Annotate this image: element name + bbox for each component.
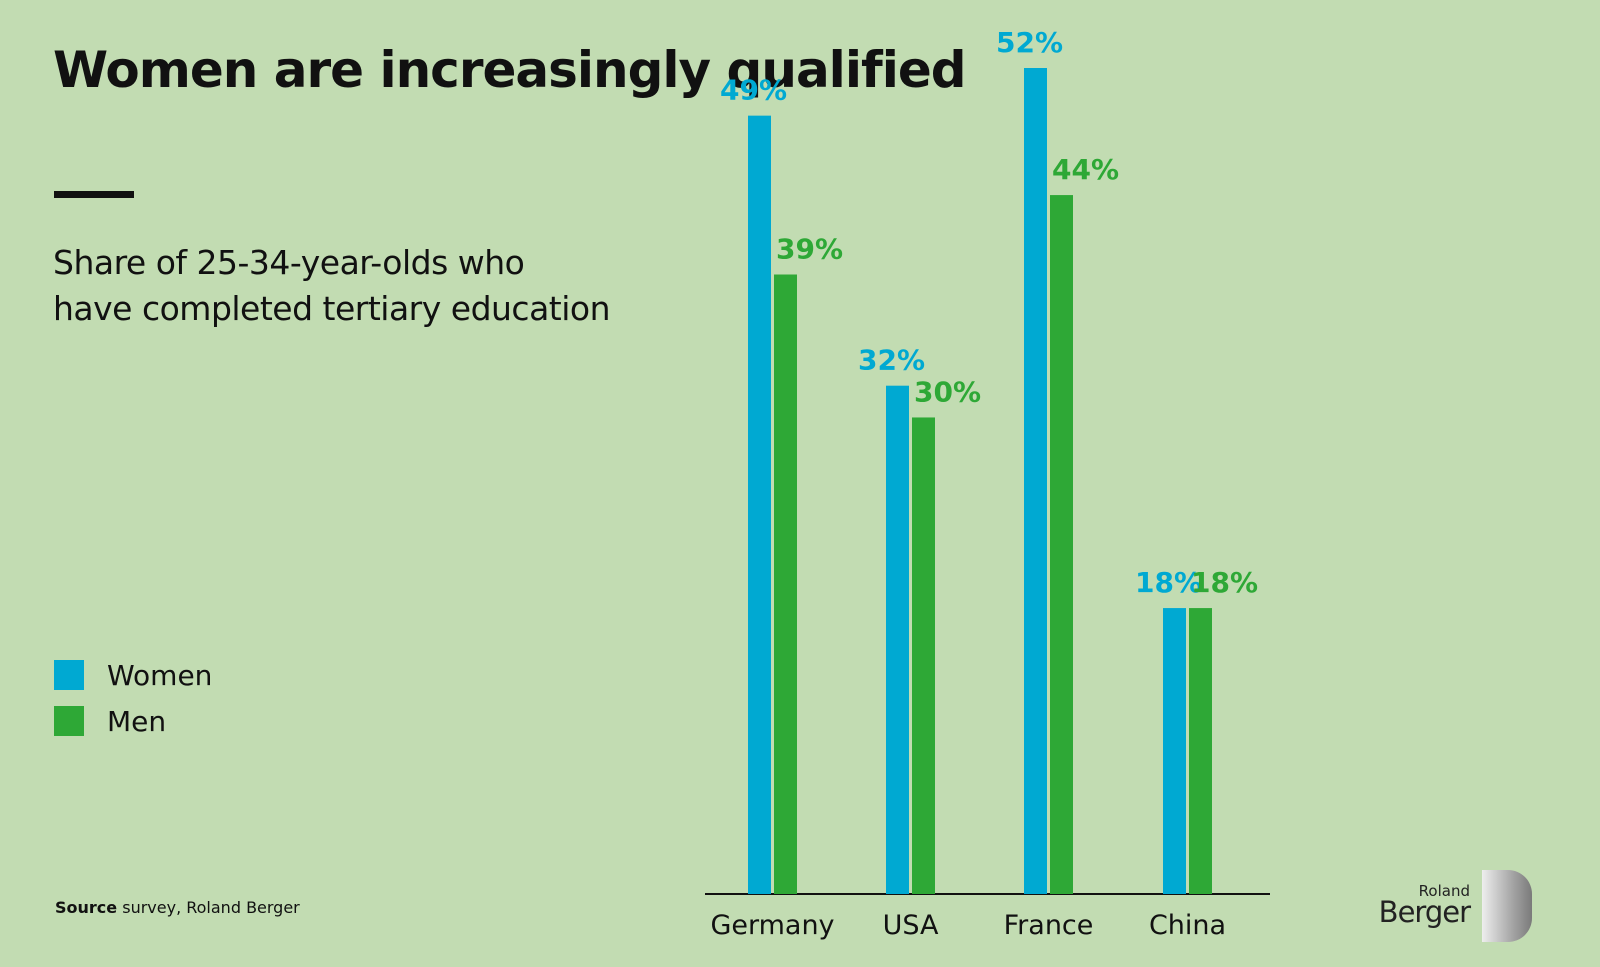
title-divider	[54, 191, 134, 198]
chart-title: Women are increasingly qualified	[53, 41, 967, 99]
bar-germany-men	[774, 274, 797, 894]
bar-france-men	[1050, 195, 1073, 895]
data-label-germany-men: 39%	[776, 233, 843, 266]
data-label-usa-women: 32%	[858, 344, 925, 377]
bar-germany-women	[748, 115, 771, 894]
bar-france-women	[1024, 68, 1047, 894]
source-text: survey, Roland Berger	[122, 898, 300, 917]
legend-label-women: Women	[107, 658, 213, 692]
logo-text-roland: Roland	[1418, 882, 1470, 900]
data-label-germany-women: 49%	[720, 74, 787, 107]
data-label-usa-men: 30%	[914, 375, 981, 408]
legend-swatch-men	[54, 706, 84, 736]
bar-usa-men	[912, 417, 935, 894]
legend: Women Men	[54, 652, 212, 744]
x-tick-label-china: China	[1149, 910, 1226, 941]
x-tick-label-france: France	[1004, 910, 1094, 941]
legend-item-women: Women	[54, 652, 212, 698]
legend-label-men: Men	[107, 704, 167, 738]
source-note: Source survey, Roland Berger	[55, 898, 300, 917]
data-label-china-women: 18%	[1135, 566, 1202, 599]
data-label-france-men: 44%	[1052, 153, 1119, 186]
bar-china-women	[1163, 608, 1186, 894]
source-label: Source	[55, 898, 118, 917]
x-tick-label-usa: USA	[883, 910, 939, 941]
logo-text-berger: Berger	[1378, 895, 1471, 929]
roland-berger-logo: Roland Berger	[1379, 870, 1542, 942]
legend-swatch-women	[54, 660, 84, 690]
data-label-china-men: 18%	[1191, 566, 1258, 599]
data-label-france-women: 52%	[996, 26, 1063, 59]
logo-b-mark-icon	[1482, 870, 1532, 942]
x-tick-label-germany: Germany	[710, 910, 834, 941]
bar-china-men	[1189, 608, 1212, 894]
legend-item-men: Men	[54, 698, 212, 744]
chart-subtitle: Share of 25-34-year-olds who have comple…	[53, 243, 611, 328]
bar-usa-women	[886, 385, 909, 894]
